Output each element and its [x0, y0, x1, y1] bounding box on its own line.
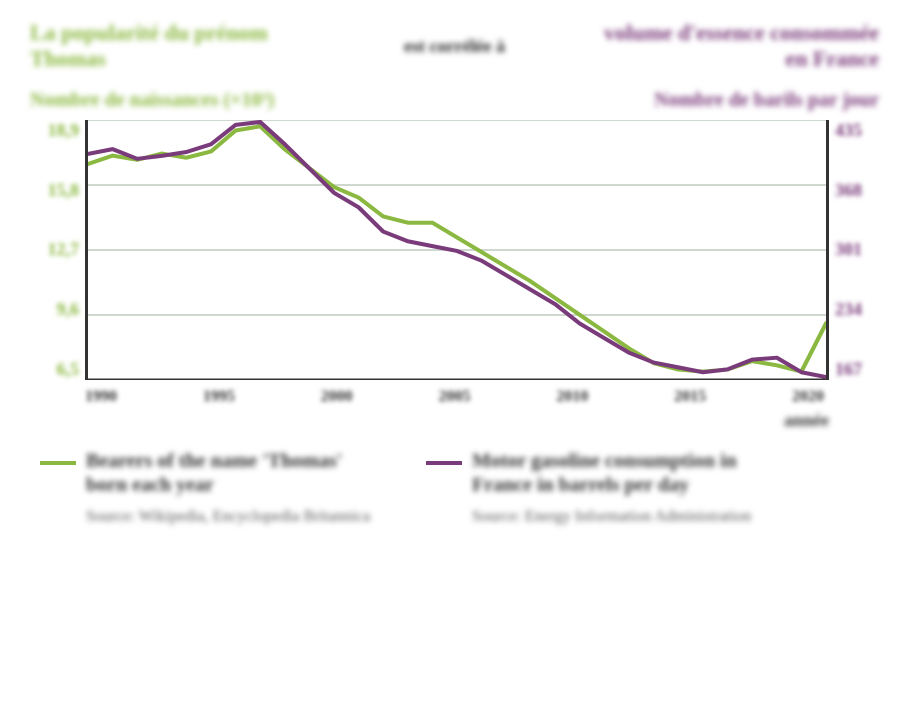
legend-swatch-left	[40, 461, 76, 465]
xaxis-ticks: 1990199520002005201020152020	[85, 388, 824, 406]
plot-area	[85, 120, 829, 380]
title-left: La popularité du prénom Thomas	[30, 20, 310, 73]
legend-swatch-right	[426, 461, 462, 465]
yaxis-right-label: Nombre de barils par jour	[654, 88, 879, 112]
chart-svg	[88, 120, 826, 380]
chart-area: 18,915,812,79,66,5 435368301234167	[30, 120, 879, 380]
legend-title-left: Bearers of the name 'Thomas' born each y…	[86, 449, 386, 497]
yaxis-left-ticks: 18,915,812,79,66,5	[30, 120, 85, 380]
legend-source-right: Source: Energy Information Administratio…	[472, 507, 772, 528]
axis-labels: Nombre de naissances (×10³) Nombre de ba…	[30, 88, 879, 112]
title-right: volume d'essence consommée en France	[599, 20, 879, 73]
xaxis-label: année	[30, 410, 829, 431]
yaxis-right-ticks: 435368301234167	[829, 120, 879, 380]
legend: Bearers of the name 'Thomas' born each y…	[40, 449, 879, 528]
legend-item-right: Motor gasoline consumption in France in …	[426, 449, 772, 528]
chart-header: La popularité du prénom Thomas est corré…	[30, 20, 879, 73]
legend-title-right: Motor gasoline consumption in France in …	[472, 449, 772, 497]
title-center: est corrélée à	[404, 36, 505, 57]
legend-source-left: Source: Wikipedia, Encyclopedia Britanni…	[86, 507, 386, 528]
yaxis-left-label: Nombre de naissances (×10³)	[30, 88, 274, 112]
legend-item-left: Bearers of the name 'Thomas' born each y…	[40, 449, 386, 528]
